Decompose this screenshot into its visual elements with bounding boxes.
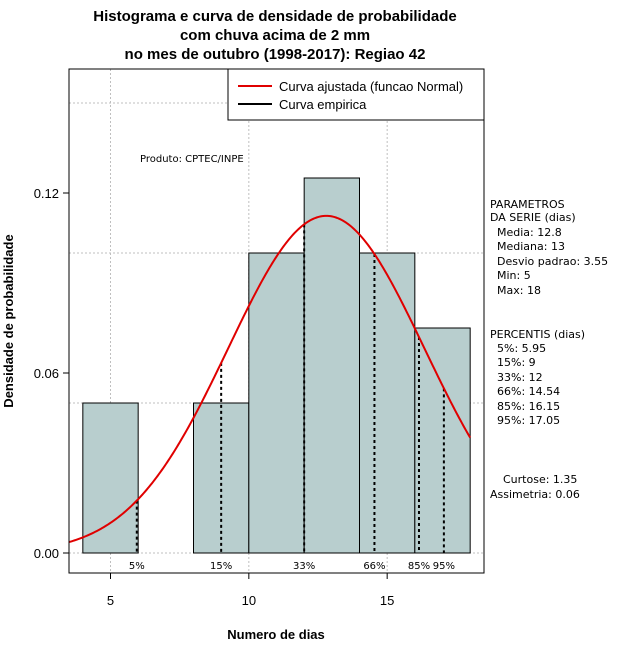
percentil-85: 85%: 16.15	[497, 400, 560, 413]
percentil-15: 15%: 9	[497, 356, 536, 369]
x-axis-label: Numero de dias	[227, 627, 325, 642]
percentile-label-5: 95%	[433, 561, 455, 572]
percentil-5: 5%: 5.95	[497, 342, 546, 355]
x-tick-label-1: 10	[242, 593, 256, 608]
param-desvio: Desvio padrao: 3.55	[497, 255, 608, 268]
percentis-title: PERCENTIS (dias)	[490, 328, 585, 341]
params-title-line-1: PARAMETROS	[490, 198, 565, 211]
y-tick-label-1: 0.06	[34, 366, 59, 381]
side-panel: PARAMETROS DA SERIE (dias) Media: 12.8 M…	[490, 198, 608, 501]
x-axis: 5 10 15	[107, 573, 394, 608]
percentile-lines: 5% 15% 33% 66% 85% 95%	[129, 224, 455, 572]
histogram-bar-6	[414, 327, 471, 554]
histogram-bar-5	[359, 252, 416, 554]
normal-curve-group	[68, 214, 472, 544]
percentile-label-2: 33%	[293, 561, 315, 572]
x-tick-label-2: 15	[380, 593, 394, 608]
legend-box	[227, 68, 485, 121]
y-axis: 0.00 0.06 0.12	[34, 186, 69, 561]
percentil-66: 66%: 14.54	[497, 385, 560, 398]
chart-title-line-1: Histograma e curva de densidade de proba…	[93, 8, 456, 25]
param-mediana: Mediana: 13	[497, 240, 565, 253]
legend-entry-empirical: Curva empirica	[279, 97, 367, 112]
param-min: Min: 5	[497, 269, 531, 282]
stat-assimetria: Assimetria: 0.06	[490, 488, 580, 501]
chart-title-line-2: com chuva acima de 2 mm	[180, 27, 370, 44]
histogram-bars	[82, 177, 471, 554]
percentile-label-1: 15%	[210, 561, 232, 572]
param-max: Max: 18	[497, 284, 541, 297]
params-title-line-2: DA SERIE (dias)	[490, 211, 576, 224]
legend: Curva ajustada (funcao Normal) Curva emp…	[227, 68, 485, 121]
y-tick-label-0: 0.00	[34, 546, 59, 561]
x-tick-label-0: 5	[107, 593, 114, 608]
histogram-bar-3	[248, 252, 305, 554]
histogram-bar-4	[303, 177, 360, 554]
percentil-95: 95%: 17.05	[497, 414, 560, 427]
percentile-label-3: 66%	[363, 561, 385, 572]
normal-curve-line	[68, 214, 472, 544]
legend-entry-normal: Curva ajustada (funcao Normal)	[279, 79, 463, 94]
param-media: Media: 12.8	[497, 226, 562, 239]
histogram-bar-0	[82, 402, 139, 554]
percentile-label-4: 85%	[408, 561, 430, 572]
y-tick-label-2: 0.12	[34, 186, 59, 201]
percentile-label-0: 5%	[129, 561, 145, 572]
y-axis-label: Densidade de probabilidade	[1, 234, 16, 407]
stat-curtose: Curtose: 1.35	[503, 473, 577, 486]
percentil-33: 33%: 12	[497, 371, 543, 384]
chart-title-line-3: no mes de outubro (1998-2017): Regiao 42	[125, 46, 426, 63]
product-annotation: Produto: CPTEC/INPE	[140, 154, 244, 165]
